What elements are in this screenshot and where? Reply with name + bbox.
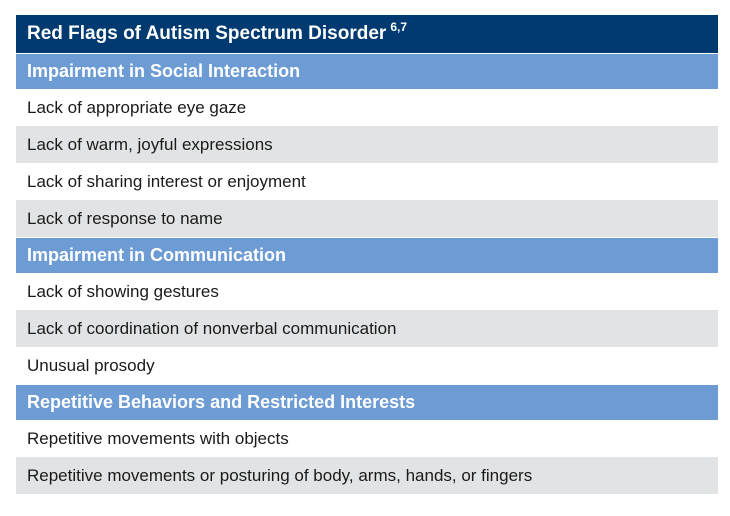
table-row: Lack of response to name bbox=[16, 200, 718, 237]
table-row: Lack of coordination of nonverbal commun… bbox=[16, 310, 718, 347]
row-text: Lack of response to name bbox=[27, 208, 223, 228]
row-text: Lack of showing gestures bbox=[27, 281, 219, 301]
row-text: Lack of coordination of nonverbal commun… bbox=[27, 318, 397, 338]
table-row: Lack of warm, joyful expressions bbox=[16, 126, 718, 163]
table-title: Red Flags of Autism Spectrum Disorder 6,7 bbox=[16, 15, 718, 53]
section-heading-label: Impairment in Communication bbox=[27, 245, 287, 265]
table-row: Lack of showing gestures bbox=[16, 273, 718, 310]
section-heading-repetitive-behaviors: Repetitive Behaviors and Restricted Inte… bbox=[16, 384, 718, 420]
section-heading-communication: Impairment in Communication bbox=[16, 237, 718, 273]
table-row: Repetitive movements with objects bbox=[16, 420, 718, 457]
section-heading-label: Repetitive Behaviors and Restricted Inte… bbox=[27, 392, 416, 412]
table-row: Lack of sharing interest or enjoyment bbox=[16, 163, 718, 200]
table-row: Unusual prosody bbox=[16, 347, 718, 384]
row-text: Lack of sharing interest or enjoyment bbox=[27, 171, 306, 191]
table-row: Lack of appropriate eye gaze bbox=[16, 89, 718, 126]
section-heading-label: Impairment in Social Interaction bbox=[27, 61, 301, 81]
table-title-text: Red Flags of Autism Spectrum Disorder bbox=[27, 23, 387, 44]
table-title-citation: 6,7 bbox=[390, 20, 407, 34]
red-flags-table: Red Flags of Autism Spectrum Disorder 6,7… bbox=[16, 15, 718, 494]
row-text: Unusual prosody bbox=[27, 355, 155, 375]
row-text: Repetitive movements with objects bbox=[27, 428, 289, 448]
table-row: Repetitive movements or posturing of bod… bbox=[16, 457, 718, 494]
row-text: Lack of warm, joyful expressions bbox=[27, 134, 273, 154]
row-text: Repetitive movements or posturing of bod… bbox=[27, 465, 533, 485]
row-text: Lack of appropriate eye gaze bbox=[27, 97, 247, 117]
section-heading-social-interaction: Impairment in Social Interaction bbox=[16, 53, 718, 89]
